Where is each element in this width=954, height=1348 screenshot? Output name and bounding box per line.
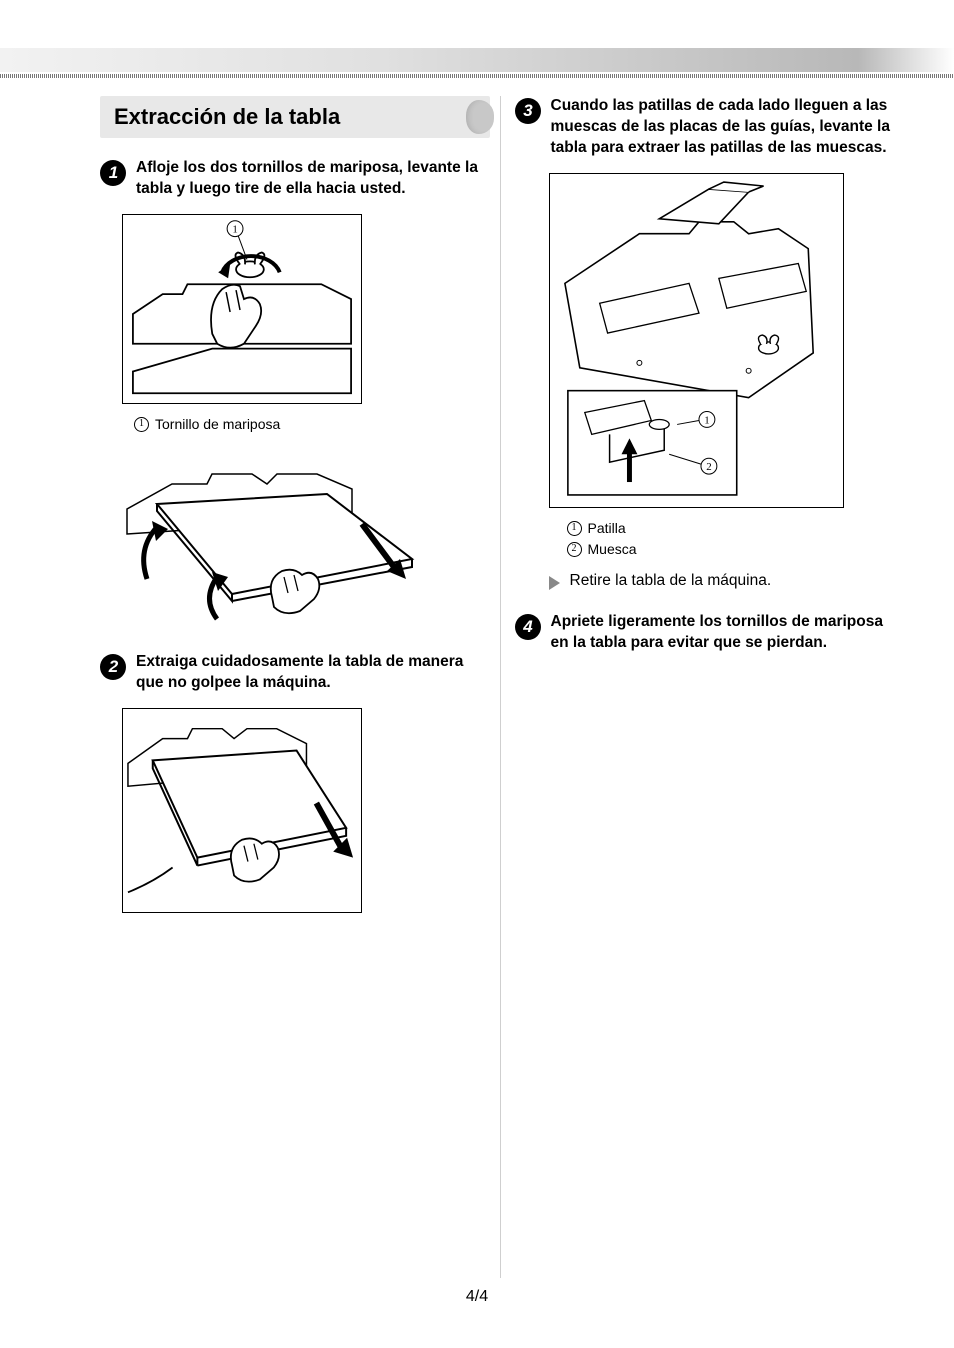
svg-text:1: 1 [232, 223, 237, 235]
page-number: 4/4 [0, 1288, 954, 1306]
figure-3-callouts: 1 Patilla 2 Muesca [567, 518, 900, 560]
section-heading-cap [466, 100, 494, 134]
triangle-bullet-icon [549, 576, 560, 590]
callout-fig3-2-text: Muesca [588, 539, 637, 560]
step-1-text: Afloje los dos tornillos de mariposa, le… [136, 158, 490, 200]
callout-marker-1: 1 [134, 417, 149, 432]
step-3: 3 Cuando las patillas de cada lado llegu… [515, 96, 900, 159]
callout-fig3-1: 1 Patilla [567, 518, 900, 539]
step-3-badge: 3 [515, 98, 541, 124]
figure-3-svg: 1 2 [550, 173, 843, 508]
svg-text:1: 1 [704, 414, 709, 426]
figure-1b-svg [122, 449, 422, 634]
callout-marker-1b: 1 [567, 521, 582, 536]
callout-marker-2: 2 [567, 542, 582, 557]
callout-fig3-2: 2 Muesca [567, 539, 900, 560]
tip-fig3: Retire la tabla de la máquina. [549, 572, 900, 590]
step-4: 4 Apriete ligeramente los tornillos de m… [515, 612, 900, 654]
section-heading-wrapper: Extracción de la tabla [100, 96, 490, 140]
svg-text:2: 2 [706, 461, 711, 473]
step-2: 2 Extraiga cuidadosamente la tabla de ma… [100, 652, 490, 694]
figure-2 [122, 708, 362, 913]
callout-fig3-1-text: Patilla [588, 518, 626, 539]
figure-1-callouts: 1 Tornillo de mariposa [134, 414, 490, 435]
step-2-text: Extraiga cuidadosamente la tabla de mane… [136, 652, 490, 694]
step-1: 1 Afloje los dos tornillos de mariposa, … [100, 158, 490, 200]
step-2-badge: 2 [100, 654, 126, 680]
step-3-text: Cuando las patillas de cada lado lleguen… [551, 96, 900, 159]
step-1-badge: 1 [100, 160, 126, 186]
figure-2-svg [123, 708, 361, 913]
right-column: 3 Cuando las patillas de cada lado llegu… [500, 96, 900, 1278]
figure-1b [122, 449, 422, 634]
tip-fig3-text: Retire la tabla de la máquina. [570, 572, 772, 590]
callout-fig1-1-text: Tornillo de mariposa [155, 414, 280, 435]
figure-1: 1 [122, 214, 362, 404]
figure-1-svg: 1 [123, 214, 361, 404]
step-4-text: Apriete ligeramente los tornillos de mar… [551, 612, 900, 654]
header-gradient-bar [0, 48, 954, 72]
page: Extracción de la tabla 1 Afloje los dos … [0, 0, 954, 1348]
section-title-text: Extracción de la tabla [114, 104, 340, 130]
section-heading: Extracción de la tabla [100, 96, 490, 138]
left-column: Extracción de la tabla 1 Afloje los dos … [100, 96, 500, 1278]
content-area: Extracción de la tabla 1 Afloje los dos … [100, 96, 899, 1278]
figure-3: 1 2 [549, 173, 844, 508]
step-4-badge: 4 [515, 614, 541, 640]
header-underline [0, 74, 954, 78]
callout-fig1-1: 1 Tornillo de mariposa [134, 414, 490, 435]
